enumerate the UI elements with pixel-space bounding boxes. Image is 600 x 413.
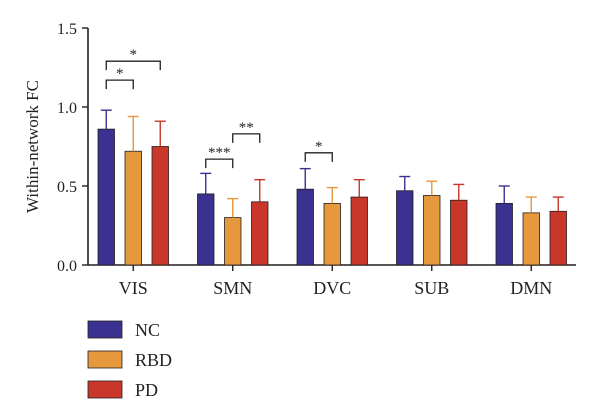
legend: NC RBD PD bbox=[87, 320, 172, 400]
bar-nc bbox=[396, 190, 414, 266]
significance-bracket bbox=[105, 79, 134, 90]
significance-bracket bbox=[105, 60, 161, 71]
bar-pd bbox=[450, 199, 468, 266]
y-tick-label: 1.5 bbox=[57, 21, 77, 38]
bar-pd bbox=[151, 146, 169, 266]
significance-label: ** bbox=[239, 120, 254, 136]
bar-rbd bbox=[323, 202, 341, 266]
bar-rbd bbox=[124, 150, 142, 266]
x-tick-label: SMN bbox=[213, 278, 252, 298]
bar-nc bbox=[296, 188, 314, 266]
bar-rbd bbox=[522, 212, 540, 266]
bar-nc bbox=[97, 128, 115, 266]
bar-rbd bbox=[423, 195, 441, 266]
y-tick-label: 0.5 bbox=[57, 179, 77, 196]
bar-nc bbox=[495, 202, 513, 266]
legend-label-rbd: RBD bbox=[135, 350, 172, 370]
bar-pd bbox=[549, 210, 567, 266]
legend-swatch-pd bbox=[87, 380, 123, 399]
y-axis-label: Within-network FC bbox=[23, 80, 42, 213]
significance-label: * bbox=[116, 66, 124, 82]
x-tick-label: DMN bbox=[510, 278, 552, 298]
bar-pd bbox=[251, 201, 269, 266]
significance-bracket bbox=[304, 152, 333, 162]
axes: 0.0 0.5 1.0 1.5 VIS SMN DVC SUB DMN bbox=[57, 21, 576, 298]
significance-label: *** bbox=[208, 145, 231, 161]
significance-label: * bbox=[315, 139, 323, 155]
legend-label-pd: PD bbox=[135, 380, 158, 400]
bar-nc bbox=[197, 193, 215, 266]
x-tick-label: SUB bbox=[414, 278, 449, 298]
legend-swatch-nc bbox=[87, 320, 123, 339]
significance-brackets: ******** bbox=[105, 47, 333, 169]
y-tick-label: 0.0 bbox=[57, 258, 77, 275]
x-tick-label: DVC bbox=[313, 278, 351, 298]
legend-swatch-rbd bbox=[87, 350, 123, 369]
significance-bracket bbox=[205, 158, 234, 169]
y-tick-label: 1.0 bbox=[57, 100, 77, 117]
significance-label: * bbox=[130, 47, 138, 63]
legend-label-nc: NC bbox=[135, 320, 160, 340]
bar-rbd bbox=[224, 217, 242, 266]
x-tick-label: VIS bbox=[119, 278, 148, 298]
bar-pd bbox=[350, 196, 368, 266]
bars bbox=[97, 128, 567, 266]
error-bars bbox=[100, 109, 564, 218]
significance-bracket bbox=[232, 133, 261, 143]
